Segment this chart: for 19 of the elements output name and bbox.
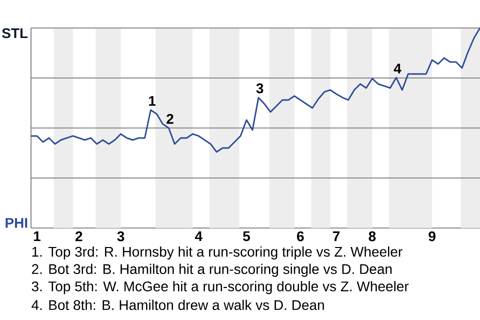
- annotation: 4: [394, 64, 402, 74]
- text: 2. Bot 3rd: B. Hamilton hit a run-scoring single vs D. Dean: [32, 264, 392, 277]
- text: 1. Top 3rd: R. Hornsby hit a run-scoring triple vs Z. Wheeler: [32, 246, 402, 260]
- text: 4. Bot 8th: B. Hamilton drew a walk vs D. Dean: [32, 300, 324, 310]
- x-tick-label: 1: [34, 231, 40, 241]
- x-tick-label: 3: [117, 231, 124, 242]
- x-tick-label: 4: [194, 231, 202, 241]
- annotation: 2: [166, 114, 174, 124]
- x-tick-label: 6: [297, 231, 304, 242]
- x-tick-label: 8: [368, 231, 376, 242]
- x-tick-label: 9: [428, 231, 436, 242]
- x-tick-label: 7: [333, 231, 340, 241]
- text: PHI: [6, 218, 28, 228]
- text: STL: [2, 28, 28, 38]
- annotation: 1: [149, 96, 156, 106]
- annotation: 3: [256, 83, 264, 94]
- x-tick-label: 2: [75, 231, 82, 242]
- text: 3. Top 5th: W. McGee hit a run-scoring double vs Z. Wheeler: [32, 281, 409, 294]
- x-tick-label: 5: [243, 231, 250, 242]
